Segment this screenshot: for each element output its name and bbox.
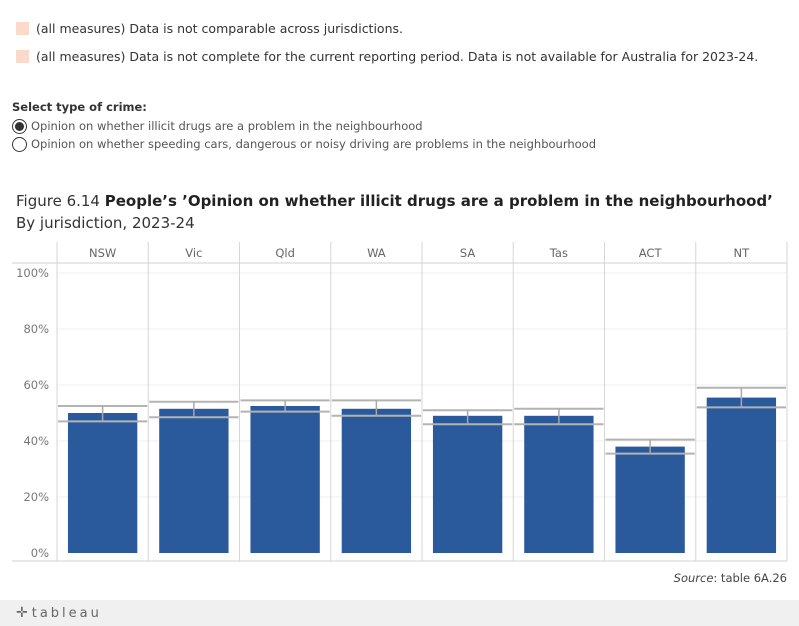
tableau-footer: ✛ tableau [0,600,799,626]
figure-number: Figure 6.14 [16,192,100,210]
y-tick-label: 60% [23,378,49,392]
source-text: : table 6A.26 [713,571,787,585]
bar [706,397,777,553]
bar [250,406,320,553]
bar [67,413,138,553]
column-header-label: Tas [549,246,568,260]
figure-title-text: People’s ’Opinion on whether illicit dru… [104,192,773,210]
bar [615,446,685,553]
radio-option-illicit-drugs[interactable]: Opinion on whether illicit drugs are a p… [12,117,596,135]
source-label: Source [673,571,714,585]
bar-chart: 0% 20% 40% 60% 80% 100% NSW Vic Qld WA SA Tas ACT NT [12,242,788,562]
column-header-label: Qld [275,246,295,260]
bar [432,415,503,553]
note-not-comparable: (all measures) Data is not comparable ac… [16,21,403,36]
radio-option-speeding-cars[interactable]: Opinion on whether speeding cars, danger… [12,135,596,153]
column-header-label: SA [460,246,476,260]
bar [524,415,594,553]
figure-title: Figure 6.14 People’s ’Opinion on whether… [16,192,773,210]
note-not-complete: (all measures) Data is not complete for … [16,49,758,64]
selector-title: Select type of crime: [12,100,147,114]
column-header-label: WA [367,246,386,260]
note-swatch [16,50,29,63]
radio-label[interactable]: Opinion on whether speeding cars, danger… [31,137,597,151]
radio-label[interactable]: Opinion on whether illicit drugs are a p… [31,119,423,133]
column-header-label: Vic [185,246,202,260]
y-tick-label: 20% [23,490,49,504]
source-note: Source: table 6A.26 [674,571,787,585]
y-tick-label: 80% [23,322,49,336]
figure-subtitle: By jurisdiction, 2023-24 [16,214,195,232]
note-text: (all measures) Data is not complete for … [36,49,759,64]
bar [159,408,229,553]
y-tick-label: 40% [23,434,49,448]
y-tick-label: 100% [16,266,49,280]
column-header-label: NT [734,246,751,260]
tableau-logo[interactable]: ✛ tableau [16,605,102,621]
radio-button[interactable] [12,118,27,134]
tableau-logo-text: tableau [31,605,102,621]
bar [341,408,412,553]
radio-button[interactable] [12,136,27,152]
tableau-plus-icon: ✛ [16,605,28,621]
note-swatch [16,22,29,35]
column-header-label: ACT [639,246,663,260]
note-text: (all measures) Data is not comparable ac… [36,21,403,36]
column-header-label: NSW [89,246,116,260]
crime-type-selector: Select type of crime: Opinion on whether… [12,100,596,153]
y-tick-label: 0% [31,546,49,560]
